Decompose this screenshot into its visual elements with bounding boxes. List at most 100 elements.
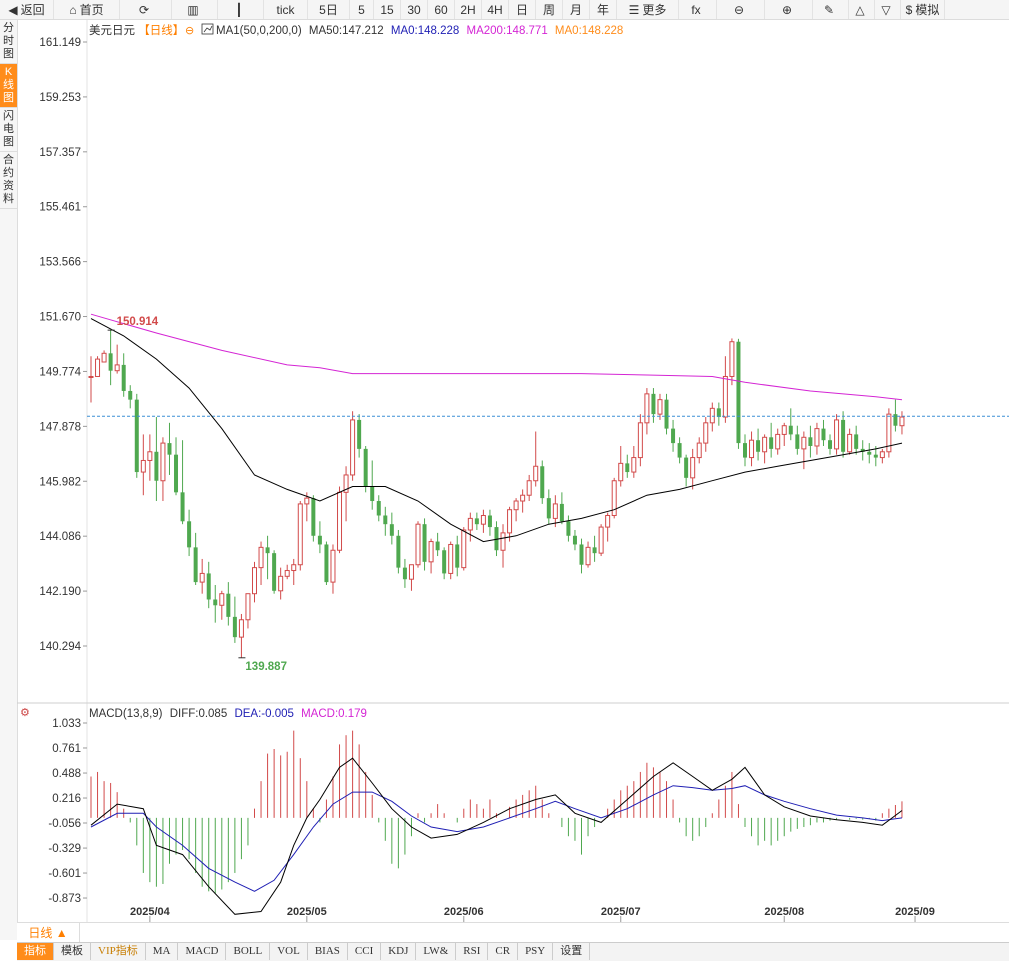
- candle-body-up: [140, 459, 146, 473]
- toolbar-label: 周: [542, 3, 555, 17]
- candle-body-up: [709, 407, 715, 424]
- candle-body-down: [572, 535, 577, 545]
- candle-body-down: [154, 451, 159, 481]
- candle-body-up: [814, 428, 820, 447]
- candle-body-down: [422, 524, 427, 562]
- candle-body-up: [533, 465, 539, 482]
- candle-body-up: [330, 549, 336, 583]
- price-tick-label: 140.294: [39, 641, 81, 653]
- triangle-up-icon: △: [855, 2, 865, 17]
- indicator-tab-bias[interactable]: BIAS: [308, 943, 348, 960]
- candle-body-up: [749, 439, 755, 459]
- candle-body-up: [598, 526, 604, 554]
- toolbar-btn-11[interactable]: 2H: [455, 0, 482, 19]
- indicator-tab-cr[interactable]: CR: [488, 943, 519, 960]
- toolbar-btn-15[interactable]: 月: [563, 0, 590, 19]
- candle-body-up: [585, 546, 591, 566]
- toolbar-label: 年: [596, 3, 609, 17]
- toolbar-btn-8[interactable]: 15: [374, 0, 401, 19]
- kline-button[interactable]: ▥: [172, 0, 218, 19]
- indicator-tab-boll[interactable]: BOLL: [226, 943, 271, 960]
- price-tick-label: 144.086: [39, 531, 81, 543]
- triangle-down-button[interactable]: ▽: [875, 0, 901, 19]
- macd-dea-line: [90, 785, 903, 892]
- indicator-tab-psy[interactable]: PSY: [518, 943, 554, 960]
- candle-body-up: [114, 364, 120, 372]
- legend-ma200: MA200:148.771: [467, 25, 548, 37]
- indicator-tab-设置[interactable]: 设置: [553, 943, 591, 960]
- zoom-in-button[interactable]: ⊕: [765, 0, 813, 19]
- toolbar-label: 60: [434, 2, 448, 17]
- indicator-tab-vip指标[interactable]: VIP指标: [91, 943, 146, 960]
- zoom-out-button[interactable]: ⊖: [717, 0, 765, 19]
- macd-name: MACD(13,8,9): [89, 708, 163, 720]
- fx-button[interactable]: fx: [679, 0, 717, 19]
- candle-body-down: [396, 535, 401, 568]
- toolbar-dollar-icon-24[interactable]: $ 模拟: [901, 0, 945, 19]
- indicator-tab-模板[interactable]: 模板: [54, 943, 91, 960]
- indicator-tab-kdj[interactable]: KDJ: [381, 943, 417, 960]
- candle-body-up: [160, 442, 166, 482]
- candle-body-down: [854, 434, 859, 449]
- toolbar-btn-6[interactable]: 5日: [308, 0, 350, 19]
- indicator-tab-ma[interactable]: MA: [146, 943, 179, 960]
- toolbar-btn-16[interactable]: 年: [590, 0, 617, 19]
- toolbar-btn-7[interactable]: 5: [350, 0, 374, 19]
- indicator-tab-指标[interactable]: 指标: [17, 943, 54, 960]
- legend-ma0-a: MA0:148.228: [391, 25, 459, 37]
- svg-text:美元日元 【日线】: 美元日元 【日线】: [89, 23, 184, 37]
- candle-body-down: [808, 437, 813, 446]
- candle-button[interactable]: ┃: [218, 0, 264, 19]
- candle-body-up: [801, 436, 807, 450]
- pen-button[interactable]: ✎: [813, 0, 849, 19]
- indicator-tab-cci[interactable]: CCI: [348, 943, 382, 960]
- candle-body-down: [134, 399, 139, 473]
- candle-body-down: [893, 414, 898, 426]
- macd-dea: DEA:-0.005: [234, 708, 293, 720]
- left-tab-0[interactable]: 分时图: [0, 20, 17, 64]
- toolbar-btn-9[interactable]: 30: [401, 0, 428, 19]
- candle-body-down: [370, 486, 375, 502]
- left-tab-2[interactable]: 闪电图: [0, 108, 17, 152]
- candle-body-down: [559, 503, 564, 522]
- indicator-tab-vol[interactable]: VOL: [270, 943, 308, 960]
- toolbar-btn-13[interactable]: 日: [509, 0, 536, 19]
- candle-body-down: [455, 544, 460, 568]
- candle-body-down: [716, 408, 721, 418]
- candle-body-up: [88, 375, 94, 378]
- toolbar-btn-14[interactable]: 周: [536, 0, 563, 19]
- candle-body-up: [657, 399, 663, 415]
- toolbar-label: 2H: [460, 2, 476, 17]
- indicator-tab-macd[interactable]: MACD: [178, 943, 227, 960]
- ma200-line: [90, 313, 903, 401]
- price-tick-label: 151.670: [39, 312, 81, 324]
- candle-body-up: [611, 480, 617, 516]
- indicator-tab-rsi[interactable]: RSI: [456, 943, 489, 960]
- candle-body-down: [226, 593, 231, 617]
- macd-gear-icon[interactable]: ⚙: [20, 707, 30, 719]
- candle-body-down: [167, 443, 172, 455]
- candle-body-down: [108, 353, 113, 371]
- toolbar-home-icon-1[interactable]: ⌂ 首页: [54, 0, 120, 19]
- candle-body-up: [245, 593, 251, 621]
- refresh-button[interactable]: ⟳: [120, 0, 172, 19]
- macd-tick-label: 0.488: [52, 768, 81, 780]
- toolbar-btn-12[interactable]: 4H: [482, 0, 509, 19]
- left-tab-3[interactable]: 合约资料: [0, 152, 17, 209]
- indicator-tab-lw&[interactable]: LW&: [416, 943, 457, 960]
- zoom-out-icon: ⊖: [733, 2, 745, 17]
- toolbar-btn-5[interactable]: tick: [264, 0, 308, 19]
- candle-body-up: [304, 497, 310, 505]
- toolbar-menu-icon-17[interactable]: ☰ 更多: [617, 0, 679, 19]
- toolbar-label: 首页: [79, 3, 104, 17]
- candle-body-down: [383, 515, 388, 525]
- macd-tick-label: 0.761: [52, 743, 81, 755]
- price-tick-label: 155.461: [39, 202, 81, 214]
- toolbar-label: 5: [358, 2, 365, 17]
- toolbar-btn-10[interactable]: 60: [428, 0, 455, 19]
- period-dropdown[interactable]: 日线 ▲: [17, 923, 80, 943]
- toolbar-back-arrow-icon-0[interactable]: ◀ 返回: [0, 0, 54, 19]
- legend-toggle-icon[interactable]: ⊖: [185, 25, 194, 37]
- triangle-up-button[interactable]: △: [849, 0, 875, 19]
